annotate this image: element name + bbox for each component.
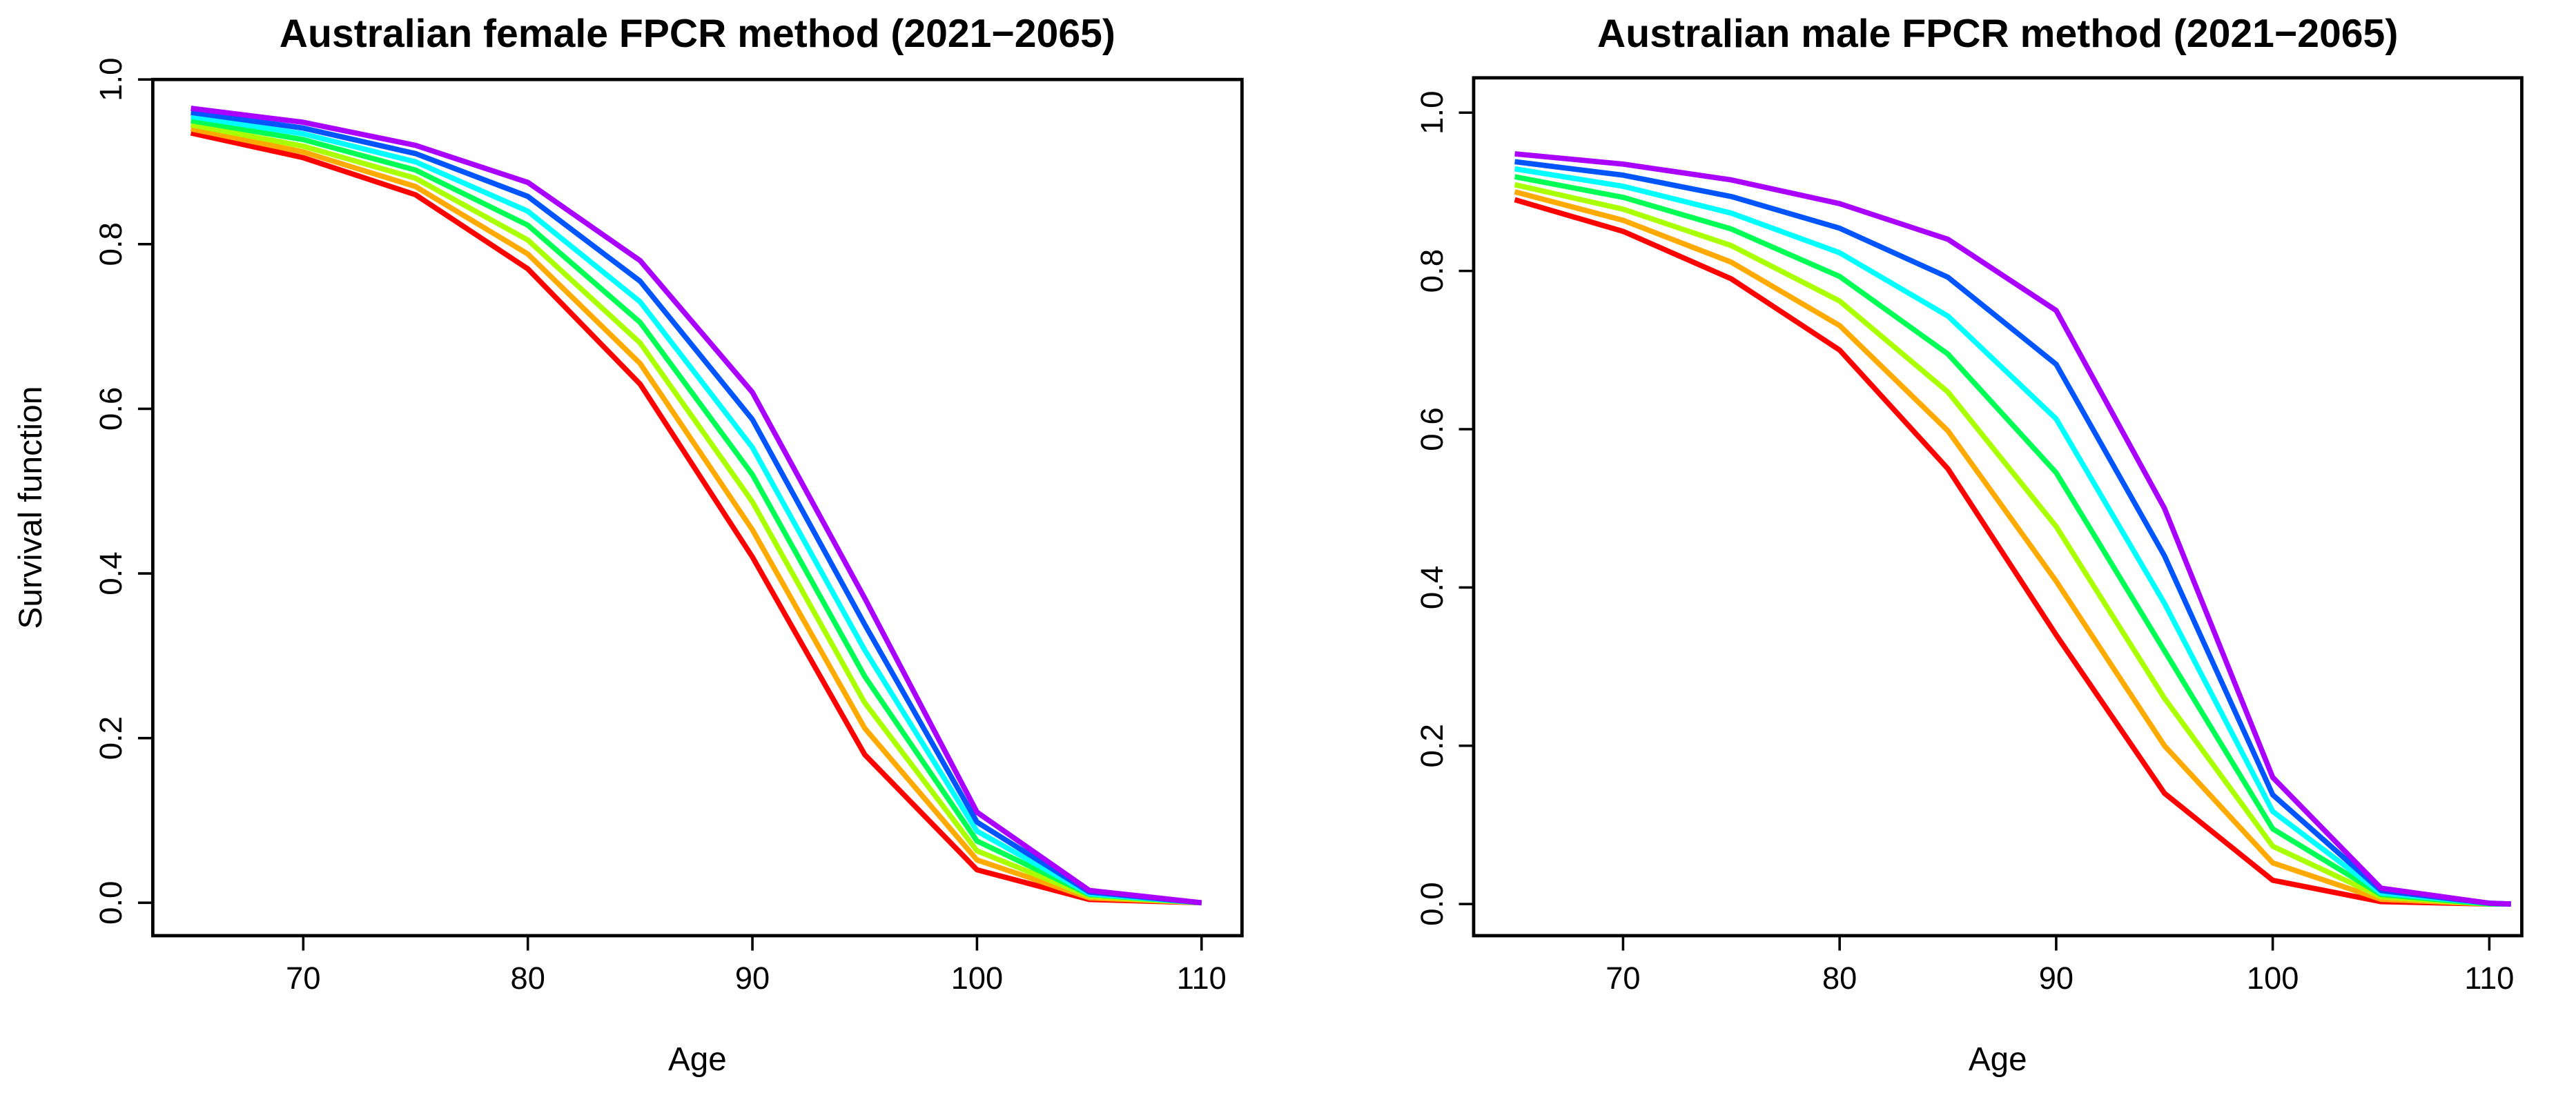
x-tick-label: 90 [735,961,770,996]
y-tick-label: 0.2 [93,716,128,760]
survival-curve [1514,181,2511,907]
y-axis-label: Survival function [12,386,49,629]
chart-title: Australian female FPCR method (2021−2065… [280,12,1115,56]
plot-frame [1472,76,2524,938]
y-tick-label: 0.8 [93,222,128,266]
y-tick-label: 0.8 [1414,249,1450,293]
survival-curve [1514,159,2511,907]
survival-curve [191,106,1202,906]
y-tick-label: 0.6 [93,387,128,431]
x-tick-label: 90 [2039,961,2074,996]
y-tick-label: 1.0 [1414,91,1450,135]
plot-frame [150,77,1244,938]
survival-curve [191,114,1202,906]
y-tick-label: 1.0 [93,58,128,101]
survival-curve [190,122,1202,906]
y-tick-label: 0.0 [93,881,128,925]
survival-curve [191,118,1202,906]
x-tick-label: 110 [1177,961,1227,996]
y-tick-label: 0.2 [1414,724,1450,767]
y-tick-label: 0.6 [1414,407,1450,451]
survival-curve [191,110,1202,906]
x-tick-label: 100 [2247,961,2299,996]
x-tick-label: 70 [1606,961,1640,996]
x-tick-label: 70 [286,961,320,996]
survival-curve [1514,174,2511,907]
x-axis-label: Age [1969,1041,2027,1078]
survival-curve [1514,189,2511,907]
x-tick-label: 100 [951,961,1003,996]
survival-curve [1514,197,2511,907]
chart-title: Australian male FPCR method (2021−2065) [1597,12,2398,56]
y-tick-label: 0.4 [1414,566,1450,609]
survival-curve [190,126,1202,906]
x-axis-label: Age [668,1041,727,1078]
survival-curve [190,130,1202,906]
y-tick-label: 0.0 [1414,882,1450,925]
y-tick-label: 0.4 [93,551,128,595]
x-tick-label: 80 [1822,961,1857,996]
survival-curve [1514,151,2511,907]
x-tick-label: 110 [2464,961,2514,996]
x-tick-label: 80 [511,961,545,996]
